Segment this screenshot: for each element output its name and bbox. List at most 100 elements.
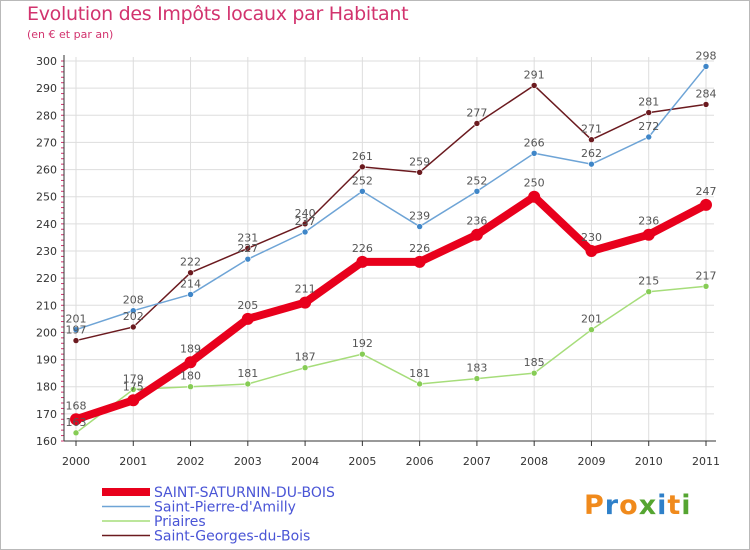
x-tick-label: 2009: [577, 455, 605, 468]
data-point: [356, 255, 369, 268]
data-point: [700, 198, 712, 211]
data-point: [470, 228, 483, 241]
data-point: [187, 291, 194, 298]
data-label: 217: [696, 269, 717, 282]
data-point: [645, 288, 653, 296]
data-point: [129, 323, 137, 331]
series-line: [72, 192, 710, 424]
y-tick-label: 190: [36, 354, 57, 367]
data-label: 189: [180, 342, 201, 355]
y-tick-label: 180: [36, 381, 57, 394]
data-point: [530, 82, 538, 89]
data-label: 205: [237, 299, 258, 312]
data-point: [473, 375, 481, 382]
y-tick-label: 280: [36, 109, 57, 122]
data-point: [127, 394, 140, 407]
data-label: 163: [66, 416, 87, 429]
data-point: [187, 383, 194, 391]
y-tick-label: 240: [36, 218, 57, 231]
x-tick-label: 2001: [119, 455, 147, 468]
series-line: [75, 285, 707, 434]
y-tick-label: 290: [36, 82, 57, 95]
legend-label: Saint-Georges-du-Bois: [154, 529, 310, 545]
data-label: 168: [66, 399, 87, 412]
data-label: 181: [409, 367, 430, 380]
data-point: [72, 429, 80, 437]
data-point: [299, 296, 312, 309]
data-point: [702, 101, 710, 108]
legend-label: SAINT-SATURNIN-DU-BOIS: [154, 485, 335, 501]
data-label: 226: [409, 242, 430, 255]
data-point: [72, 337, 80, 344]
data-label: 208: [123, 294, 144, 307]
data-label: 291: [524, 68, 545, 81]
data-point: [129, 307, 137, 315]
data-label: 175: [123, 380, 144, 393]
data-label: 237: [295, 215, 316, 228]
data-point: [588, 136, 595, 144]
chart-subtitle: (en € et par an): [27, 28, 114, 41]
x-tick-label: 2005: [348, 455, 376, 468]
y-tick-label: 200: [36, 326, 57, 339]
data-point: [645, 133, 653, 141]
y-tick-label: 300: [36, 55, 57, 68]
legend: SAINT-SATURNIN-DU-BOISSaint-Pierre-d'Ami…: [102, 485, 335, 545]
series-lines: [70, 63, 712, 437]
data-point: [301, 364, 309, 372]
data-point: [530, 149, 538, 157]
x-tick-label: 2003: [234, 455, 262, 468]
y-tick-label: 160: [36, 435, 57, 448]
proxiti-logo: Proxiti: [584, 490, 692, 521]
data-label: 277: [466, 106, 487, 119]
data-label: 252: [466, 174, 487, 187]
data-label: 272: [638, 120, 659, 133]
data-point: [642, 228, 655, 241]
data-label: 252: [352, 174, 373, 187]
data-point: [244, 380, 252, 388]
logo-letter: t: [667, 490, 682, 521]
data-point: [129, 386, 137, 393]
data-point: [416, 168, 423, 176]
chart-title: Evolution des Impôts locaux par Habitant: [27, 3, 409, 25]
logo-letter: o: [619, 490, 639, 521]
data-point: [413, 255, 426, 268]
data-label: 183: [466, 362, 487, 375]
x-tick-label: 2002: [177, 455, 205, 468]
logo-letter: i: [681, 490, 692, 521]
series-line: [75, 65, 707, 331]
y-tick-label: 210: [36, 299, 57, 312]
data-label: 180: [180, 370, 201, 383]
data-label: 181: [237, 367, 258, 380]
data-point: [645, 109, 653, 116]
data-label: 201: [66, 313, 87, 326]
data-label: 202: [123, 310, 144, 323]
logo-letter: r: [604, 490, 620, 521]
data-label: 222: [180, 256, 201, 269]
data-point: [528, 190, 541, 203]
data-point: [530, 369, 538, 377]
data-label: 227: [237, 242, 258, 255]
y-tick-label: 220: [36, 272, 57, 285]
x-tick-label: 2008: [520, 455, 548, 468]
data-point: [244, 244, 252, 252]
data-label: 250: [524, 177, 545, 190]
series-line: [75, 84, 707, 342]
data-point: [416, 223, 423, 230]
data-point: [301, 220, 309, 228]
data-point: [187, 269, 194, 277]
data-point: [702, 282, 710, 290]
x-tick-label: 2007: [463, 455, 491, 468]
data-label: 236: [466, 215, 487, 228]
data-label: 185: [524, 356, 545, 369]
data-label: 261: [352, 150, 373, 163]
data-label: 239: [409, 210, 430, 223]
data-point: [359, 187, 366, 195]
data-label: 230: [581, 231, 602, 244]
data-label: 271: [581, 123, 602, 136]
data-point: [588, 160, 595, 168]
y-tick-label: 230: [36, 245, 57, 258]
data-label: 281: [638, 96, 659, 109]
logo-letter: i: [657, 490, 668, 521]
data-point: [184, 356, 197, 369]
